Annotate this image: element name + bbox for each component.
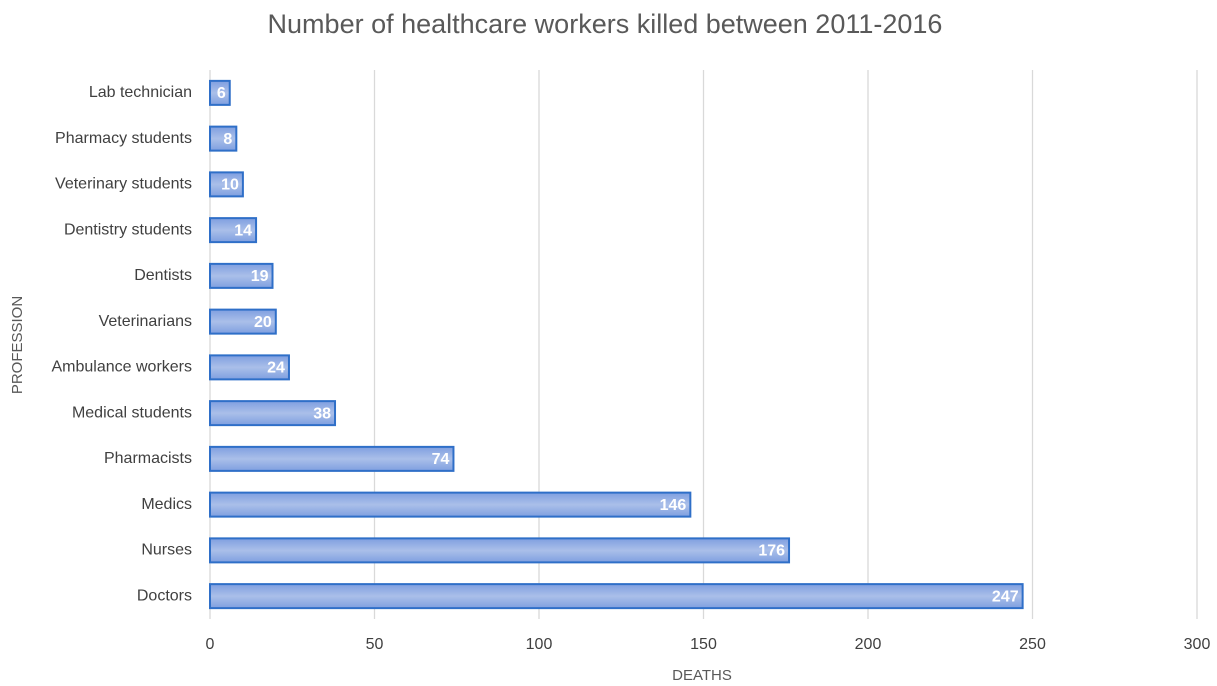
- bar: [209, 262, 274, 289]
- data-label: 74: [432, 451, 450, 468]
- bar: [209, 537, 791, 564]
- plot-area: 0 50 100 150 200 250 300 Lab technician 6 Pharmac…: [52, 70, 1211, 653]
- y-tick-label: Lab technician: [89, 84, 192, 101]
- bar: [209, 445, 455, 472]
- bar: [209, 308, 277, 335]
- y-tick-label: Dentistry students: [64, 221, 192, 238]
- data-label: 19: [251, 268, 269, 285]
- y-tick-label: Medics: [141, 496, 192, 513]
- x-tick-label: 200: [855, 636, 882, 653]
- x-tick-label: 250: [1019, 636, 1046, 653]
- x-tick-label: 300: [1184, 636, 1211, 653]
- data-label: 6: [217, 85, 226, 102]
- data-label: 24: [267, 360, 285, 377]
- bar: [209, 400, 337, 427]
- x-tick-label: 100: [526, 636, 553, 653]
- y-tick-label: Veterinary students: [55, 176, 192, 193]
- bar: [209, 217, 258, 244]
- chart-title: Number of healthcare workers killed betw…: [268, 9, 943, 39]
- y-tick-label: Medical students: [72, 404, 192, 421]
- y-tick-label: Veterinarians: [99, 313, 192, 330]
- data-label: 10: [221, 177, 239, 194]
- x-tick-label: 150: [690, 636, 717, 653]
- y-axis-title: PROFESSION: [9, 296, 26, 394]
- data-label: 20: [254, 314, 272, 331]
- y-tick-label: Nurses: [141, 542, 192, 559]
- y-tick-label: Ambulance workers: [52, 359, 193, 376]
- x-tick-label: 0: [206, 636, 215, 653]
- y-tick-label: Pharmacy students: [55, 130, 192, 147]
- y-tick-label: Doctors: [137, 587, 192, 604]
- bar: [209, 491, 692, 518]
- bar: [209, 171, 244, 198]
- data-label: 38: [313, 405, 331, 422]
- data-label: 146: [660, 497, 687, 514]
- bar: [209, 354, 290, 381]
- data-label: 8: [223, 131, 232, 148]
- bar: [209, 125, 238, 152]
- data-label: 247: [992, 588, 1019, 605]
- y-tick-label: Pharmacists: [104, 450, 192, 467]
- data-label: 176: [758, 543, 785, 560]
- bar: [209, 79, 231, 106]
- x-tick-label: 50: [366, 636, 384, 653]
- data-label: 14: [234, 222, 252, 239]
- y-tick-label: Dentists: [134, 267, 192, 284]
- bar: [209, 583, 1024, 610]
- x-axis-title: DEATHS: [672, 667, 732, 684]
